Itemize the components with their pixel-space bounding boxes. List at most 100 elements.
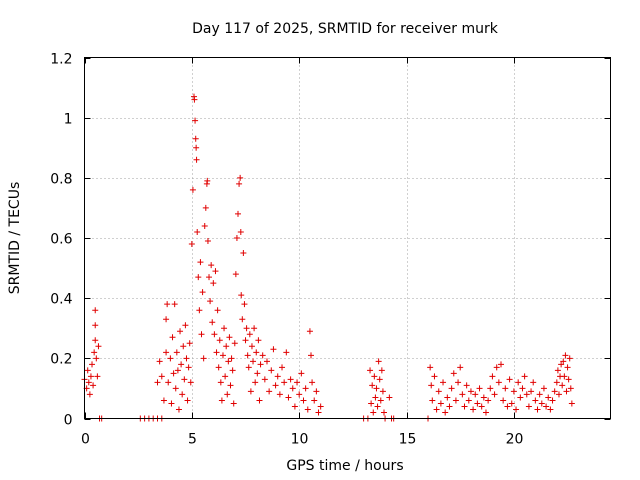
data-point [530,379,537,386]
data-point [202,204,209,211]
data-point [193,156,200,163]
data-point [236,180,243,187]
data-point [229,367,236,374]
data-point [259,352,266,359]
y-tick-label: 0.2 [50,352,72,368]
data-point [256,397,263,404]
data-point [172,385,179,392]
data-point [283,349,290,356]
data-point [243,325,250,332]
data-point [91,349,98,356]
data-point [158,373,165,380]
data-point [534,406,541,413]
data-point [154,379,161,386]
data-point [214,307,221,314]
data-point [467,388,474,395]
data-point [223,343,230,350]
data-point [528,388,535,395]
data-point [237,174,244,181]
data-point [257,361,264,368]
data-point [523,391,530,398]
data-point [543,403,550,410]
data-point [457,364,464,371]
data-point [508,400,515,407]
data-point [427,364,434,371]
data-point [226,334,233,341]
data-point [429,397,436,404]
data-point [495,379,502,386]
data-point [472,391,479,398]
y-tick-label: 1 [64,112,73,128]
data-point [196,307,203,314]
data-point [311,397,318,404]
data-point [89,361,96,368]
data-point [309,379,316,386]
data-point [279,364,286,371]
data-point [238,292,245,299]
axis-ticks: 0 5 10 15 20 0 0.2 0.4 0.6 0.8 1 1.2 [50,52,611,448]
data-point [538,400,545,407]
data-point [240,250,247,257]
data-point [519,385,526,392]
data-point [553,379,560,386]
data-point [567,385,574,392]
data-point [247,388,254,395]
data-point [263,358,270,365]
data-point [87,373,94,380]
data-point [285,394,292,401]
data-point [554,367,561,374]
data-point [206,274,213,281]
data-point [440,379,447,386]
x-tick-label: 20 [506,432,524,448]
data-point [562,352,569,359]
data-point [291,403,298,410]
data-point [84,367,91,374]
data-point [448,385,455,392]
data-point [545,394,552,401]
data-point [515,379,522,386]
plot-frame [84,57,611,419]
data-point [446,403,453,410]
data-point [182,322,189,329]
data-point [547,406,554,413]
data-point [181,376,188,383]
y-tick-label: 0.4 [50,292,72,308]
data-point [92,322,99,329]
data-point [184,397,191,404]
data-point [376,376,383,383]
data-point [251,325,258,332]
data-point [85,379,92,386]
grid-lines [84,57,611,419]
data-point [228,355,235,362]
data-point [232,271,239,278]
data-point [244,352,251,359]
y-tick-label: 0 [64,413,73,429]
data-point [266,388,273,395]
data-point [565,376,572,383]
x-tick-label: 10 [291,432,309,448]
data-point [185,364,192,371]
data-point [268,367,275,374]
data-point [189,186,196,193]
data-point [175,406,182,413]
y-axis-label: SRMTID / TECUs [7,182,23,295]
data-point [221,325,228,332]
data-point [289,385,296,392]
data-point [372,394,379,401]
data-point [225,358,232,365]
data-point [558,361,565,368]
data-point [92,337,99,344]
data-point [194,228,201,235]
data-point [164,301,171,308]
data-point [92,307,99,314]
data-point [502,385,509,392]
data-point [302,385,309,392]
data-point [230,400,237,407]
data-point [500,397,507,404]
data-point [156,358,163,365]
data-point [211,331,218,338]
y-tick-label: 0.8 [50,172,72,188]
data-point [163,316,170,323]
data-point [201,222,208,229]
chart-title: Day 117 of 2025, SRMTID for receiver mur… [192,21,499,37]
